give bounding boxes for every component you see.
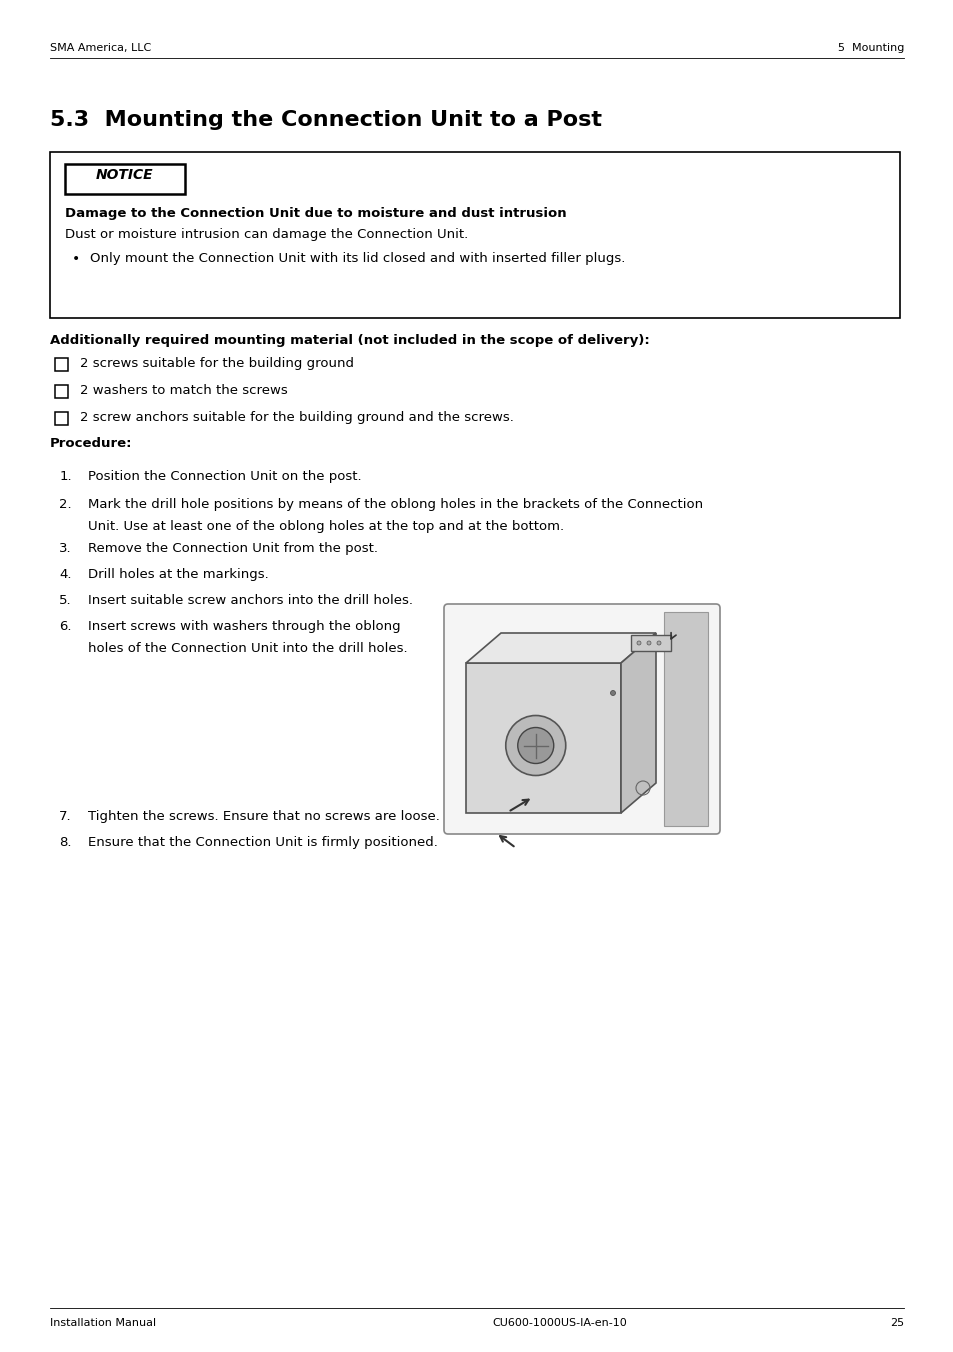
Circle shape: [646, 641, 650, 645]
Text: Ensure that the Connection Unit is firmly positioned.: Ensure that the Connection Unit is firml…: [88, 836, 437, 849]
Bar: [663, 612, 707, 826]
Text: 8.: 8.: [59, 836, 71, 849]
Text: Installation Manual: Installation Manual: [50, 1318, 156, 1328]
Bar: [65, 164, 185, 193]
Bar: [55, 358, 68, 370]
Text: Remove the Connection Unit from the post.: Remove the Connection Unit from the post…: [88, 542, 377, 556]
Text: Additionally required mounting material (not included in the scope of delivery):: Additionally required mounting material …: [50, 334, 649, 347]
Text: 2 screws suitable for the building ground: 2 screws suitable for the building groun…: [80, 357, 354, 370]
Bar: [55, 385, 68, 397]
Text: Tighten the screws. Ensure that no screws are loose.: Tighten the screws. Ensure that no screw…: [88, 810, 439, 823]
Bar: [50, 151, 899, 318]
Text: 2.: 2.: [59, 498, 71, 511]
Text: 4.: 4.: [59, 568, 71, 581]
Polygon shape: [465, 633, 656, 662]
Text: 5  Mounting: 5 Mounting: [837, 43, 903, 53]
FancyBboxPatch shape: [443, 604, 720, 834]
Circle shape: [505, 715, 565, 776]
Text: NOTICE: NOTICE: [96, 168, 153, 183]
Text: 25: 25: [889, 1318, 903, 1328]
Text: 2 washers to match the screws: 2 washers to match the screws: [80, 384, 288, 397]
Text: Position the Connection Unit on the post.: Position the Connection Unit on the post…: [88, 470, 361, 483]
Text: Only mount the Connection Unit with its lid closed and with inserted filler plug: Only mount the Connection Unit with its …: [90, 251, 625, 265]
Text: Insert screws with washers through the oblong: Insert screws with washers through the o…: [88, 621, 400, 633]
Text: Insert suitable screw anchors into the drill holes.: Insert suitable screw anchors into the d…: [88, 594, 413, 607]
Bar: [465, 662, 620, 813]
Circle shape: [610, 691, 615, 695]
Text: •: •: [71, 251, 80, 266]
Text: Procedure:: Procedure:: [50, 437, 132, 450]
Bar: [55, 412, 68, 425]
Text: 1.: 1.: [59, 470, 71, 483]
Text: 5.: 5.: [59, 594, 71, 607]
Text: Damage to the Connection Unit due to moisture and dust intrusion: Damage to the Connection Unit due to moi…: [65, 207, 566, 220]
Text: 3.: 3.: [59, 542, 71, 556]
Polygon shape: [620, 633, 656, 813]
Text: 2 screw anchors suitable for the building ground and the screws.: 2 screw anchors suitable for the buildin…: [80, 411, 514, 425]
Circle shape: [517, 727, 553, 764]
Text: 7.: 7.: [59, 810, 71, 823]
Circle shape: [657, 641, 660, 645]
Text: holes of the Connection Unit into the drill holes.: holes of the Connection Unit into the dr…: [88, 642, 407, 654]
Circle shape: [637, 641, 640, 645]
Text: Unit. Use at least one of the oblong holes at the top and at the bottom.: Unit. Use at least one of the oblong hol…: [88, 521, 563, 533]
Text: CU600-1000US-IA-en-10: CU600-1000US-IA-en-10: [492, 1318, 627, 1328]
Text: SMA America, LLC: SMA America, LLC: [50, 43, 152, 53]
Text: Mark the drill hole positions by means of the oblong holes in the brackets of th: Mark the drill hole positions by means o…: [88, 498, 702, 511]
Text: Drill holes at the markings.: Drill holes at the markings.: [88, 568, 269, 581]
Bar: [630, 635, 670, 652]
Text: 6.: 6.: [59, 621, 71, 633]
Text: Dust or moisture intrusion can damage the Connection Unit.: Dust or moisture intrusion can damage th…: [65, 228, 468, 241]
Text: 5.3  Mounting the Connection Unit to a Post: 5.3 Mounting the Connection Unit to a Po…: [50, 110, 601, 130]
